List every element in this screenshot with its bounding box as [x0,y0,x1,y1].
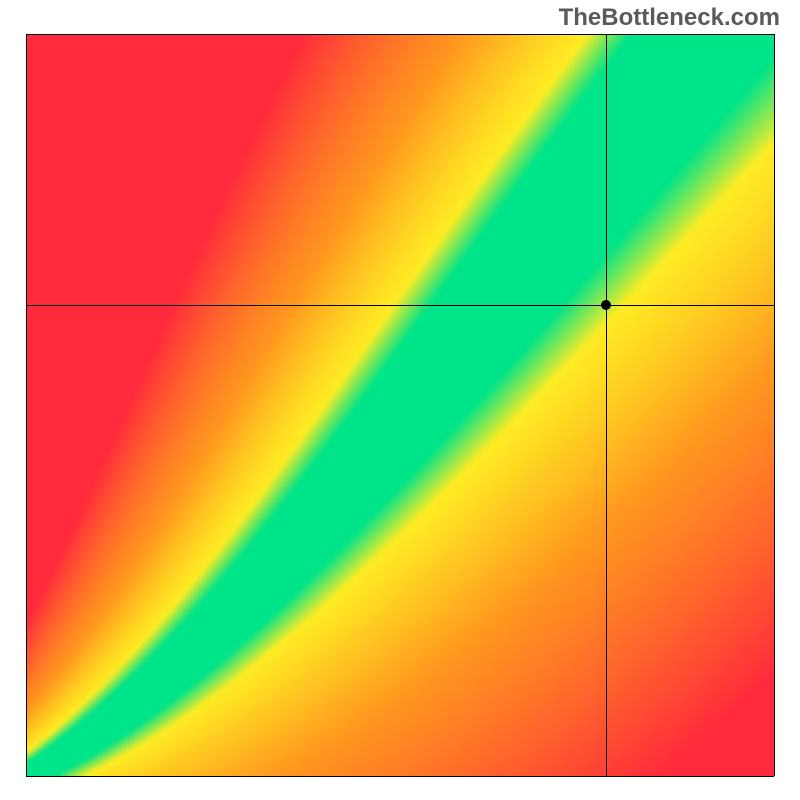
watermark-text: TheBottleneck.com [559,4,780,32]
crosshair-horizontal [26,305,774,306]
plot-frame-left [26,34,27,776]
plot-frame-right [774,34,775,776]
heatmap-canvas [26,34,774,776]
plot-frame-top [26,34,774,35]
plot-frame-bottom [26,776,774,777]
heatmap-plot [26,34,774,776]
marker-point [601,300,611,310]
crosshair-vertical [606,34,607,776]
